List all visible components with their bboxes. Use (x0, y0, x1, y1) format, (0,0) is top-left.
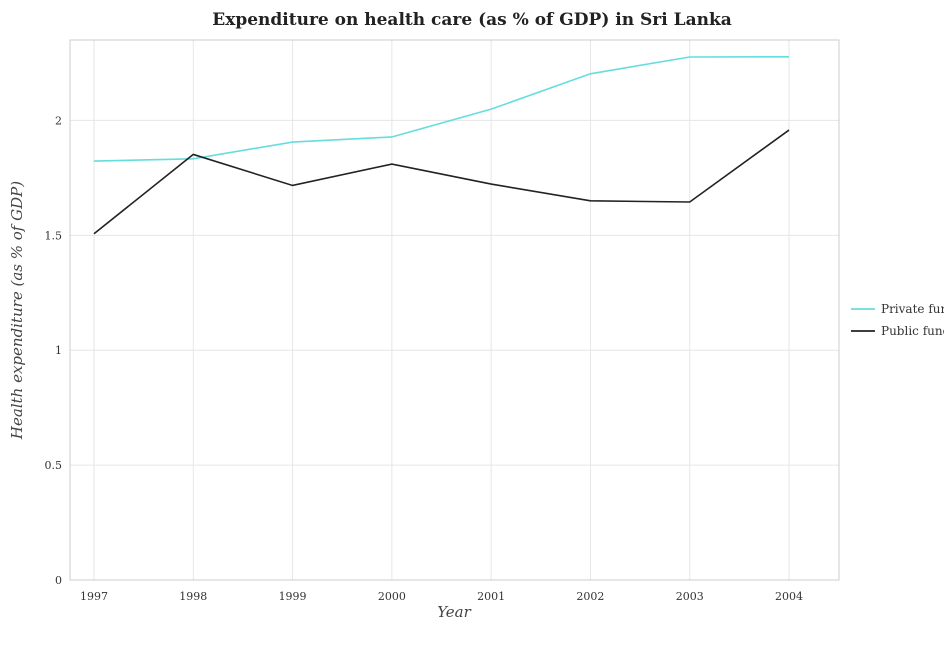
series (93, 55, 790, 235)
x-tick-label: 2004 (775, 590, 803, 603)
x-ticks: 1997 1998 1999 2000 2001 2002 2003 2004 (80, 590, 803, 603)
legend-label: Public funds (881, 324, 944, 338)
x-tick-label: 2000 (378, 590, 406, 603)
x-tick-label: 2002 (576, 590, 604, 603)
series-line-private-funds (93, 55, 790, 162)
legend: Private funds Public funds (851, 302, 944, 338)
legend-label: Private funds (881, 302, 944, 316)
y-tick-label: 2 (55, 114, 62, 127)
y-tick-label: 1.5 (45, 229, 63, 242)
x-tick-label: 1997 (80, 590, 108, 603)
grid (70, 40, 839, 581)
plot-frame (69, 39, 840, 581)
y-ticks: 0 0.5 1 1.5 2 (45, 114, 63, 587)
x-tick-label: 1998 (179, 590, 207, 603)
x-tick-label: 2003 (676, 590, 704, 603)
x-tick-label: 1999 (279, 590, 307, 603)
series-line-public-funds (93, 129, 790, 235)
x-axis-label: Year (437, 603, 471, 621)
y-tick-label: 0.5 (45, 459, 63, 472)
y-tick-label: 0 (55, 574, 62, 587)
chart-title: Expenditure on health care (as % of GDP)… (212, 10, 732, 30)
y-axis-label: Health expenditure (as % of GDP) (8, 181, 26, 440)
x-tick-label: 2001 (477, 590, 505, 603)
y-tick-label: 1 (55, 344, 62, 357)
